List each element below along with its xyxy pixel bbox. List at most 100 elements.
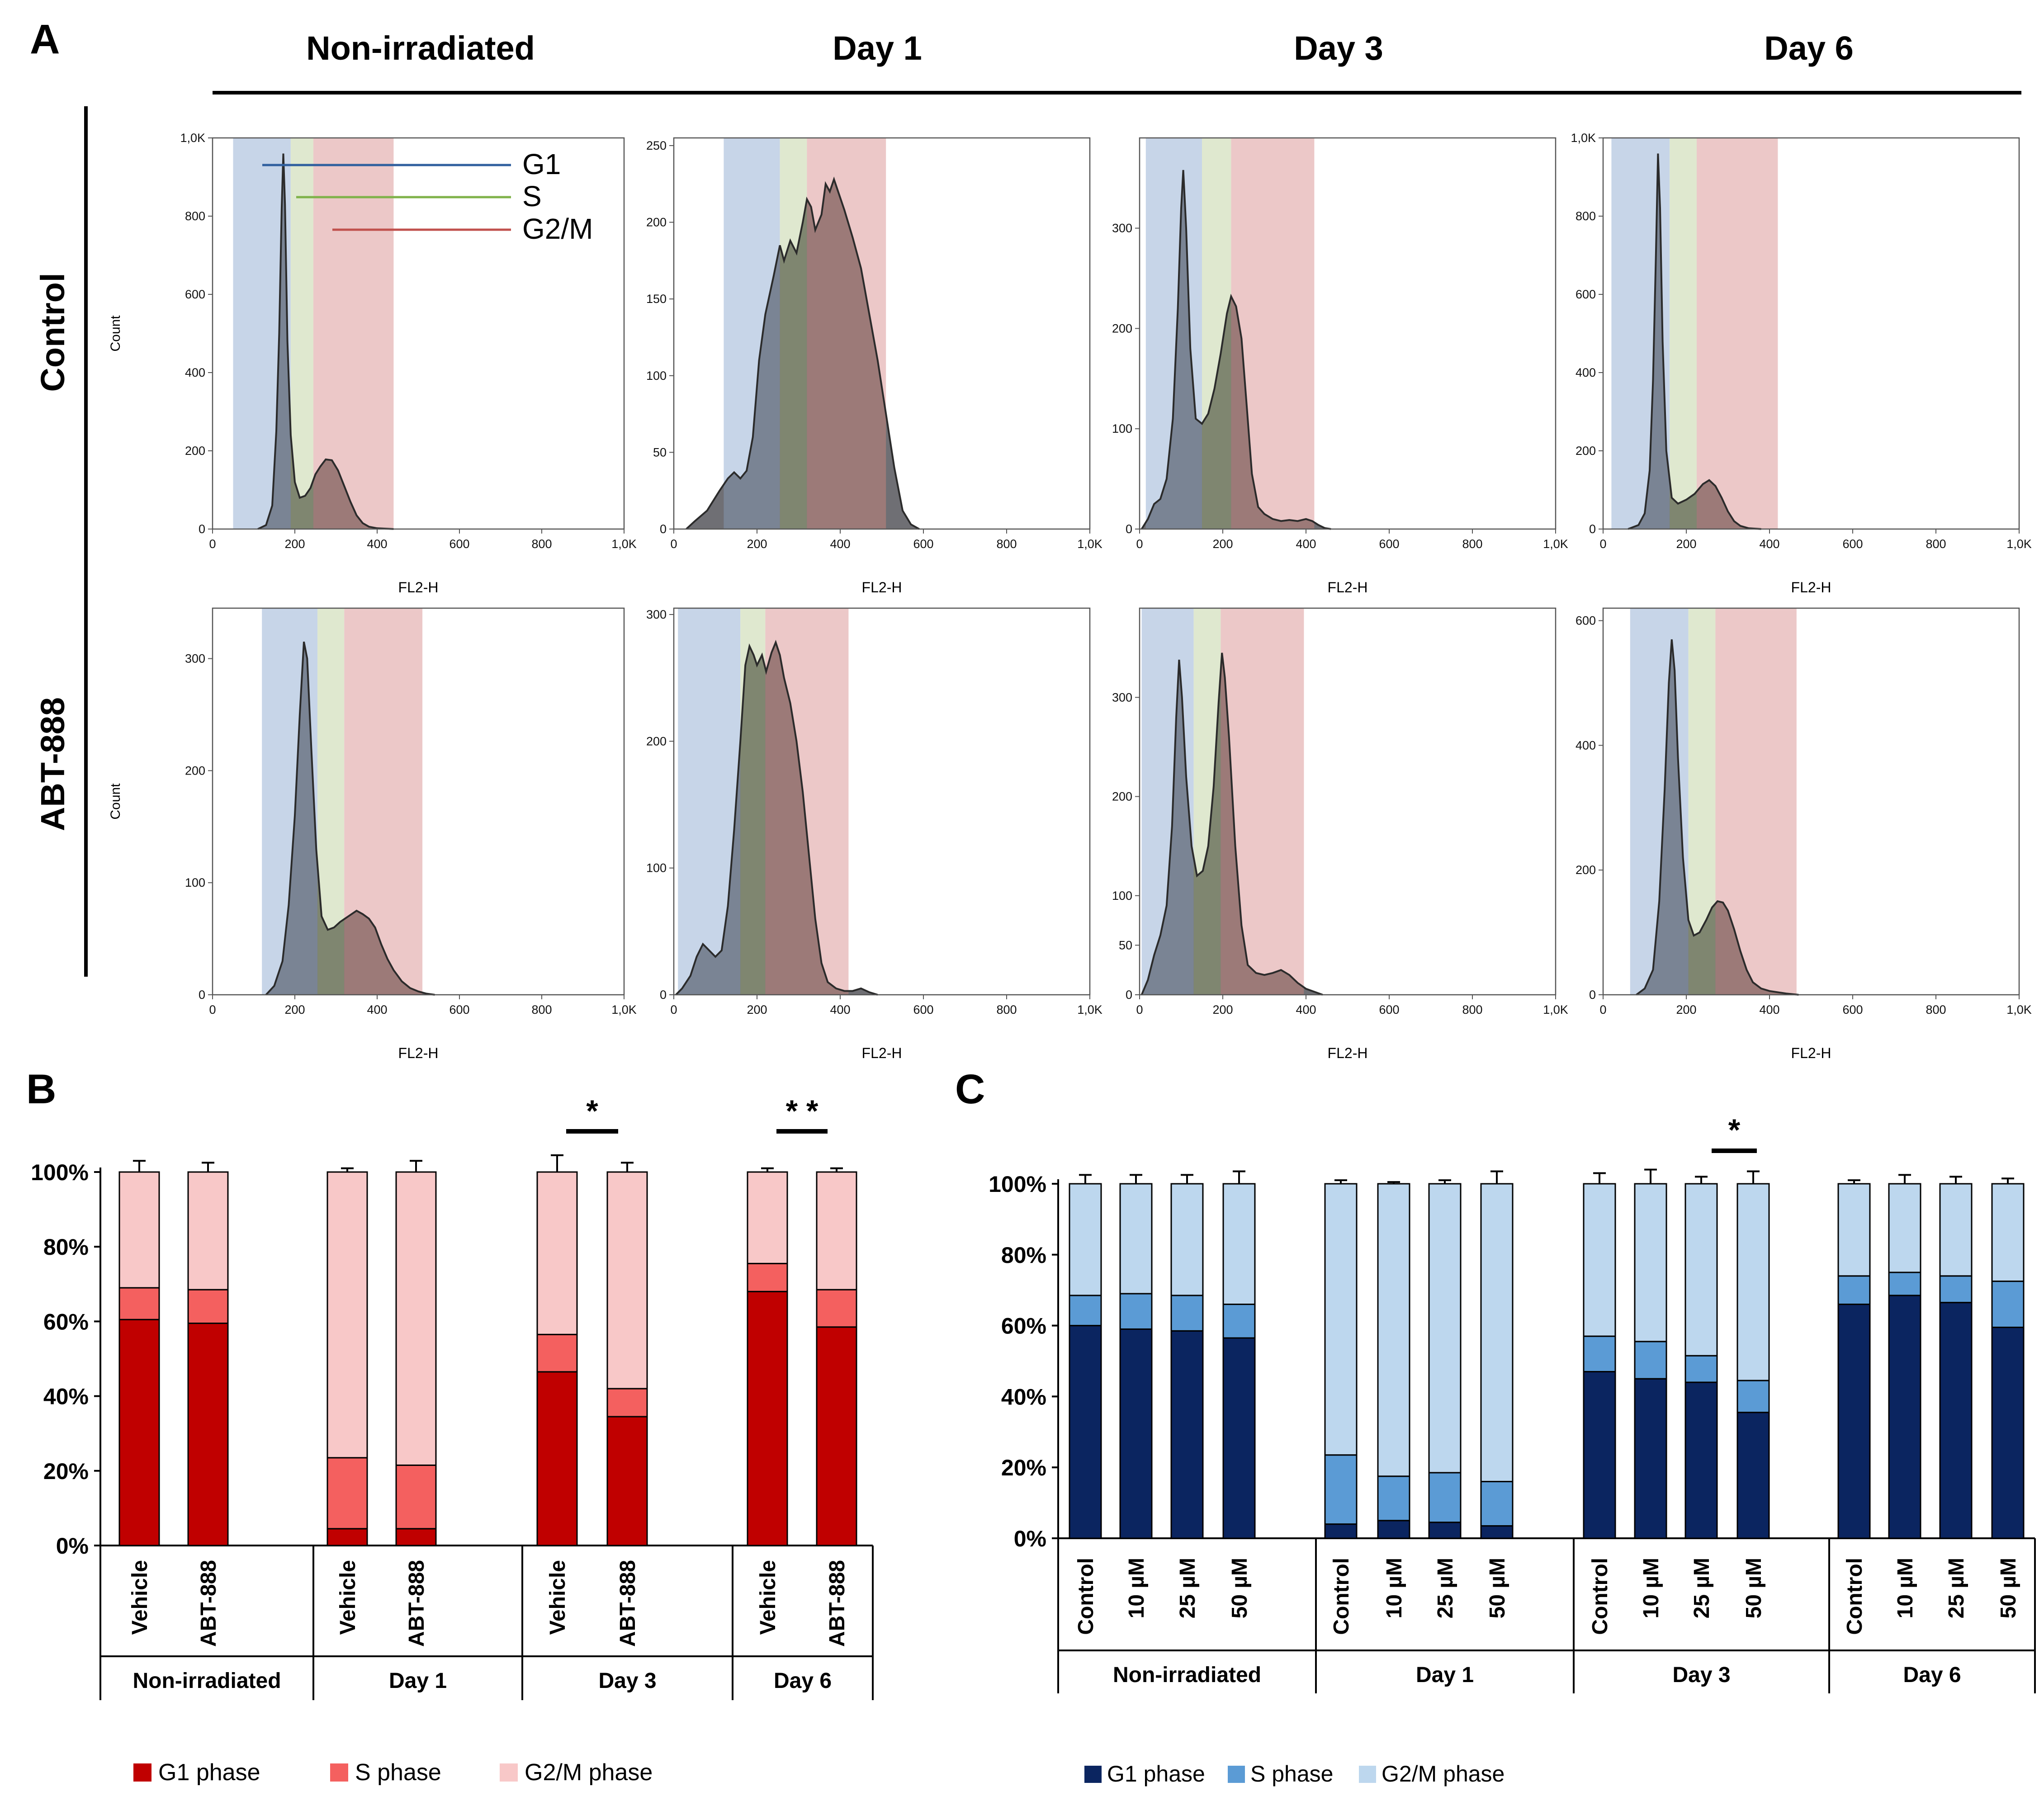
histogram-panels: 0 200 400 600 800 1,0K 0 200 400 600 800 1,0K FL2-H C… bbox=[108, 131, 2032, 1061]
y-tick-label: 300 bbox=[185, 652, 205, 666]
c-category-label: 25 µM bbox=[1945, 1558, 1968, 1618]
legend-b-label-g1: G1 phase bbox=[158, 1759, 260, 1786]
c-category-label: 25 µM bbox=[1690, 1558, 1714, 1618]
y-tick-label: 800 bbox=[1576, 209, 1596, 223]
b-bar-g1 bbox=[606, 1416, 648, 1546]
c-group-label: Non-irradiated bbox=[1113, 1663, 1261, 1687]
column-header-day-6: Day 6 bbox=[1764, 29, 1853, 67]
b-bar-g1 bbox=[326, 1528, 368, 1546]
c-bar-s bbox=[1119, 1293, 1153, 1330]
panel-label-c: C bbox=[955, 1066, 985, 1112]
x-tick-label: 1,0K bbox=[1077, 1003, 1102, 1016]
histogram-curve bbox=[686, 176, 920, 530]
c-bar-g2m bbox=[1324, 1183, 1358, 1456]
y-tick-label: 1,0K bbox=[1571, 131, 1596, 145]
legend-c-label-g1: G1 phase bbox=[1107, 1761, 1205, 1787]
c-bar-g2m bbox=[1428, 1183, 1462, 1474]
legend-c-swatch-g1 bbox=[1084, 1766, 1102, 1783]
x-tick-label: 600 bbox=[913, 537, 933, 551]
x-tick-label: 400 bbox=[1296, 1003, 1316, 1016]
b-y-tick-label: 40% bbox=[43, 1384, 89, 1409]
c-bar-g2m bbox=[1837, 1183, 1871, 1277]
x-tick-label: 800 bbox=[1926, 1003, 1946, 1016]
c-bar-g2m bbox=[1170, 1183, 1204, 1296]
histogram-frame bbox=[1602, 607, 2020, 996]
c-bar-s bbox=[1939, 1275, 1973, 1304]
y-tick-label: 600 bbox=[1576, 288, 1596, 301]
legend-b-swatch-g1 bbox=[133, 1763, 151, 1782]
y-tick-label: 0 bbox=[199, 988, 205, 1002]
y-tick-label: 600 bbox=[1576, 614, 1596, 628]
x-tick-label: 800 bbox=[1926, 537, 1946, 551]
c-bar-g1 bbox=[1170, 1330, 1204, 1539]
legend-b-swatch-g2m bbox=[500, 1763, 518, 1782]
c-bar-s bbox=[1324, 1454, 1358, 1525]
histogram-curve bbox=[1140, 170, 1331, 530]
x-tick-label: 400 bbox=[1759, 537, 1779, 551]
y-tick-label: 0 bbox=[199, 522, 205, 536]
b-bar-g1 bbox=[118, 1319, 160, 1546]
c-y-tick-label: 100% bbox=[989, 1172, 1046, 1197]
x-tick-label: 400 bbox=[830, 537, 850, 551]
c-bar-g2m bbox=[1069, 1183, 1102, 1296]
c-bar-g1 bbox=[1377, 1520, 1410, 1539]
bar-chart-b: 0% 20% 40% 60% 80% 100% Vehicle ABT-888 Vehicle A… bbox=[31, 1094, 874, 1700]
c-bar-g1 bbox=[1736, 1412, 1770, 1539]
x-tick-label: 0 bbox=[1136, 1003, 1143, 1016]
c-category-label: Control bbox=[1588, 1558, 1612, 1635]
c-bar-g2m bbox=[1736, 1183, 1770, 1381]
b-bar-s bbox=[747, 1262, 788, 1292]
legend-b-label-g2m: G2/M phase bbox=[525, 1759, 653, 1786]
c-bar-s bbox=[1736, 1380, 1770, 1413]
b-bar-s bbox=[816, 1289, 857, 1328]
b-bar-g1 bbox=[187, 1323, 229, 1546]
b-category-label: Vehicle bbox=[756, 1560, 780, 1635]
c-bar-g1 bbox=[1888, 1295, 1921, 1539]
x-tick-label: 200 bbox=[1212, 537, 1233, 551]
b-y-tick-label: 80% bbox=[43, 1234, 89, 1260]
y-tick-label: 100 bbox=[1112, 889, 1132, 903]
c-y-tick-label: 40% bbox=[1001, 1384, 1046, 1409]
y-axis-label: Count bbox=[108, 315, 123, 352]
histogram-gate-fill-s bbox=[740, 642, 766, 995]
b-group-label: Day 3 bbox=[598, 1669, 656, 1693]
c-y-tick-label: 60% bbox=[1001, 1314, 1046, 1339]
c-bar-g1 bbox=[1684, 1381, 1718, 1539]
y-tick-label: 100 bbox=[646, 369, 667, 383]
gate-annotation: G1 S G2/M bbox=[262, 148, 593, 245]
b-y-tick-label: 60% bbox=[43, 1309, 89, 1334]
y-tick-label: 50 bbox=[653, 445, 667, 459]
c-bar-s bbox=[1583, 1335, 1616, 1373]
x-tick-label: 1,0K bbox=[2006, 1003, 2032, 1016]
legend-c-swatch-g2m bbox=[1359, 1766, 1376, 1783]
histogram-curve bbox=[675, 639, 878, 996]
x-tick-label: 600 bbox=[1842, 537, 1863, 551]
c-category-label: 10 µM bbox=[1893, 1558, 1917, 1618]
y-tick-label: 100 bbox=[1112, 422, 1132, 435]
c-bar-g2m bbox=[1991, 1183, 2025, 1282]
b-group-label: Day 6 bbox=[774, 1669, 832, 1693]
y-tick-label: 1,0K bbox=[180, 131, 205, 145]
b-group-label: Day 1 bbox=[389, 1669, 447, 1693]
x-tick-label: 200 bbox=[1676, 1003, 1696, 1016]
x-tick-label: 600 bbox=[1379, 537, 1399, 551]
x-axis-label: FL2-H bbox=[862, 579, 902, 596]
bar-chart-c: 0% 20% 40% 60% 80% 100% Control 10 µM 25 µM 50 µM… bbox=[989, 1113, 2036, 1693]
y-tick-label: 400 bbox=[1576, 738, 1596, 752]
x-axis-label: FL2-H bbox=[398, 1045, 439, 1061]
panel-label-a: A bbox=[30, 16, 60, 62]
b-bar-s bbox=[187, 1289, 229, 1324]
y-tick-label: 0 bbox=[1126, 522, 1132, 536]
x-axis-label: FL2-H bbox=[862, 1045, 902, 1061]
b-bar-g2m bbox=[747, 1171, 788, 1264]
x-tick-label: 600 bbox=[1842, 1003, 1863, 1016]
histogram-curve bbox=[265, 641, 435, 996]
histogram-frame bbox=[212, 137, 625, 530]
x-tick-label: 600 bbox=[449, 537, 469, 551]
x-tick-label: 800 bbox=[996, 1003, 1017, 1016]
column-header-day-3: Day 3 bbox=[1294, 29, 1383, 67]
histogram-1-2: 0 50 100 200 300 0 200 400 600 800 1,0K FL2-H bbox=[1112, 607, 1568, 1061]
y-tick-label: 300 bbox=[1112, 690, 1132, 704]
legend-c-label-g2m: G2/M phase bbox=[1382, 1761, 1505, 1787]
